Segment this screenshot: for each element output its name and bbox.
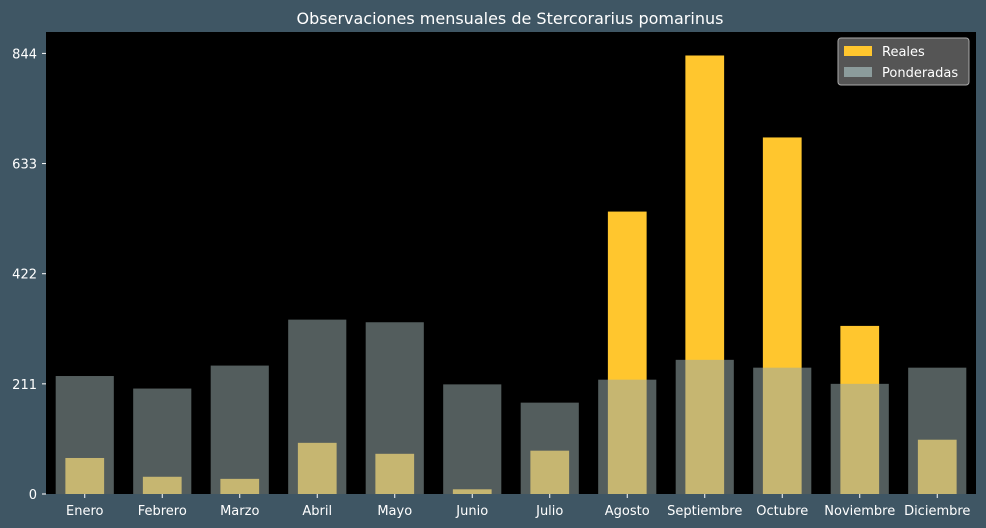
x-tick-label-7: Agosto	[605, 504, 650, 519]
legend-swatch-1	[844, 67, 872, 77]
legend-label-1: Ponderadas	[882, 66, 958, 81]
x-tick-label-2: Marzo	[220, 504, 259, 519]
y-tick-label-4: 844	[12, 47, 37, 62]
legend-label-0: Reales	[882, 45, 925, 60]
bar-ponderadas-7	[598, 379, 657, 494]
bar-ponderadas-6	[520, 402, 579, 494]
y-tick-label-0: 0	[29, 488, 37, 503]
bar-ponderadas-5	[443, 384, 502, 494]
chart-title: Observaciones mensuales de Stercorarius …	[297, 9, 724, 28]
x-tick-label-10: Noviembre	[824, 504, 895, 519]
x-tick-label-6: Julio	[535, 504, 563, 519]
bar-ponderadas-4	[365, 322, 424, 494]
x-tick-label-11: Diciembre	[904, 504, 970, 519]
plot-area	[46, 32, 976, 494]
bar-ponderadas-10	[830, 383, 889, 494]
y-axis: 0 211 422 633 844	[12, 47, 46, 503]
x-tick-label-1: Febrero	[138, 504, 187, 519]
y-tick-label-3: 633	[12, 158, 37, 173]
x-tick-label-0: Enero	[66, 504, 104, 519]
bar-ponderadas-3	[288, 319, 347, 494]
x-tick-label-3: Abril	[302, 504, 332, 519]
x-tick-label-5: Junio	[455, 504, 488, 519]
bar-ponderadas-8	[675, 359, 734, 494]
bar-ponderadas-1	[133, 388, 192, 494]
x-axis: Enero Febrero Marzo Abril Mayo Junio Julio Agos…	[66, 494, 970, 519]
x-tick-label-4: Mayo	[377, 504, 412, 519]
y-tick-label-2: 422	[12, 268, 37, 283]
weighted-bars	[55, 319, 967, 494]
legend-swatch-0	[844, 46, 872, 56]
y-tick-label-1: 211	[12, 378, 37, 393]
x-tick-label-8: Septiembre	[667, 504, 742, 519]
legend: Reales Ponderadas	[837, 37, 970, 86]
x-tick-label-9: Octubre	[756, 504, 808, 519]
bar-ponderadas-11	[908, 367, 967, 494]
bar-ponderadas-2	[210, 365, 269, 494]
bar-ponderadas-9	[753, 367, 812, 494]
bar-ponderadas-0	[55, 376, 114, 494]
